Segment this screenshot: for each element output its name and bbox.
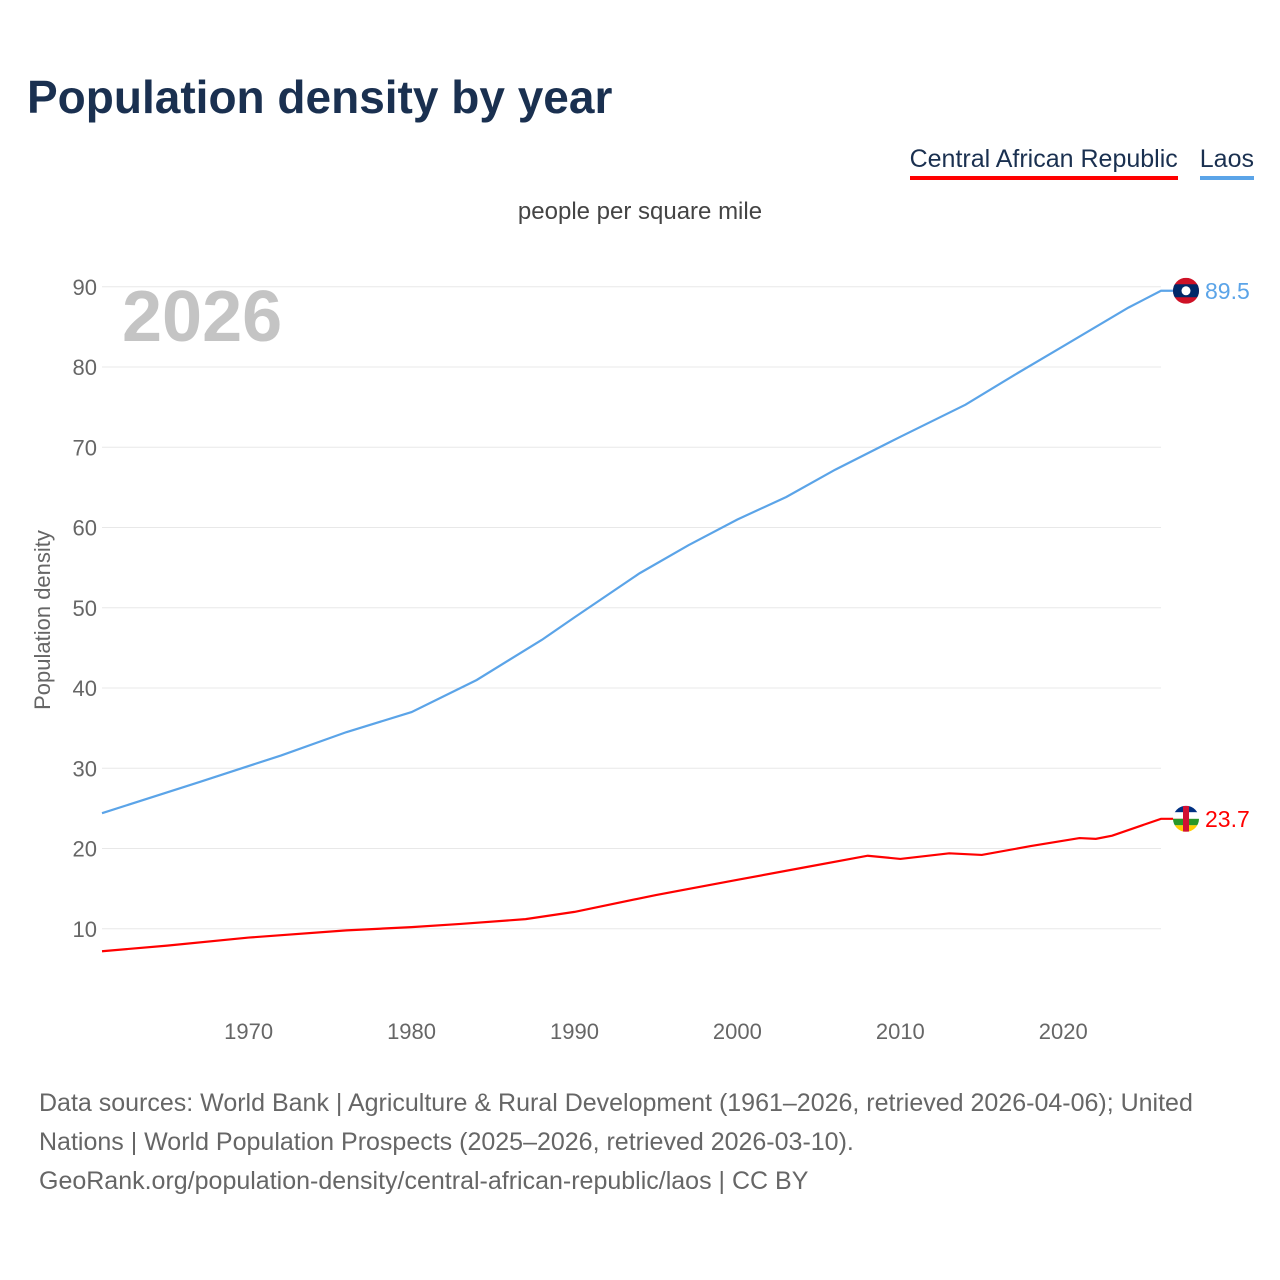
- end-value-label: 23.7: [1205, 806, 1250, 832]
- y-axis-label: Population density: [30, 530, 55, 710]
- series-line-laos: [101, 289, 1186, 815]
- y-tick-label: 20: [73, 837, 97, 862]
- x-tick-label: 1980: [387, 1019, 436, 1044]
- y-tick-label: 60: [73, 516, 97, 541]
- laos-flag-icon: [1173, 277, 1199, 304]
- y-tick-label: 50: [73, 596, 97, 621]
- chart-subtitle: people per square mile: [517, 198, 763, 225]
- x-tick-label: 1970: [224, 1019, 273, 1044]
- end-value-label: 89.5: [1205, 278, 1250, 304]
- series-line-central-african-republic: [101, 817, 1186, 953]
- source-note: Data sources: World Bank | Agriculture &…: [39, 1084, 1249, 1201]
- legend-item-laos[interactable]: Laos: [1199, 145, 1254, 180]
- y-tick-label: 10: [73, 917, 97, 942]
- y-tick-label: 40: [73, 676, 97, 701]
- source-line: Data sources: World Bank | Agriculture &…: [39, 1089, 1193, 1156]
- x-tick-label: 1990: [550, 1019, 599, 1044]
- y-tick-label: 30: [73, 756, 97, 781]
- chart-title: Population density by year: [27, 71, 613, 123]
- legend-item-car[interactable]: Central African Republic: [909, 145, 1178, 180]
- source-link[interactable]: GeoRank.org/population-density/central-a…: [39, 1167, 809, 1195]
- x-tick-label: 2000: [713, 1019, 762, 1044]
- y-tick-label: 90: [73, 275, 97, 300]
- year-watermark: 2026: [122, 277, 282, 357]
- legend: Central African Republic Laos: [909, 145, 1254, 180]
- central-african-republic-flag-icon: [1173, 805, 1199, 832]
- y-tick-label: 80: [73, 355, 97, 380]
- y-tick-label: 70: [73, 435, 97, 460]
- x-tick-label: 2010: [876, 1019, 925, 1044]
- x-tick-label: 2020: [1039, 1019, 1088, 1044]
